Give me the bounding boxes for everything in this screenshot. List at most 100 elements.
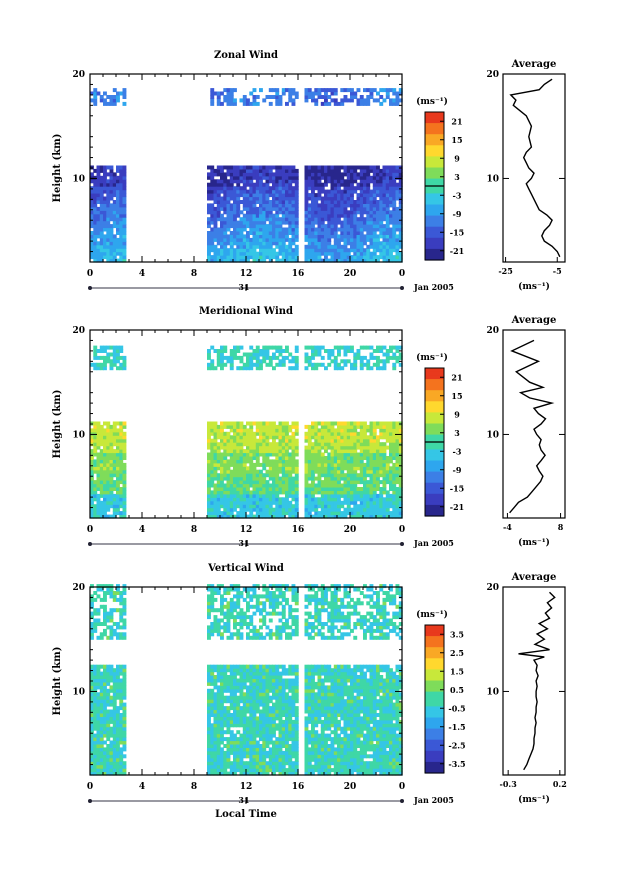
heatmap-cell (376, 248, 380, 253)
heatmap-cell (307, 248, 312, 253)
heatmap-cell (389, 172, 393, 177)
heatmap-cell (216, 349, 221, 353)
heatmap-cell (389, 182, 393, 187)
heatmap-cell (242, 193, 247, 198)
heatmap-cell (281, 234, 286, 239)
heatmap-cell (307, 466, 312, 471)
heatmap-cell (340, 200, 345, 204)
heatmap-cell (229, 473, 234, 478)
heatmap-cell (343, 487, 348, 491)
heatmap-cell (356, 251, 361, 256)
heatmap-cell (389, 514, 393, 519)
heatmap-cell (340, 227, 345, 232)
heatmap-cell (210, 668, 215, 673)
heatmap-cells (90, 345, 403, 519)
heatmap-cell (252, 497, 257, 502)
heatmap-cell (304, 459, 309, 464)
heatmap-cell (119, 750, 124, 755)
heatmap-cell (246, 237, 250, 242)
heatmap-cell (210, 726, 215, 731)
heatmap-cell (395, 227, 400, 232)
heatmap-cell (294, 231, 299, 235)
heatmap-cell (96, 196, 101, 201)
heatmap-cell (330, 421, 335, 426)
heatmap-cell (304, 473, 309, 478)
heatmap-cell (116, 366, 120, 371)
heatmap-cell (93, 747, 98, 752)
heatmap-cell (116, 726, 120, 731)
heatmap-cell (119, 449, 124, 454)
heatmap-cell (90, 664, 94, 669)
heatmap-cell (268, 186, 273, 191)
heatmap-cell (103, 182, 107, 187)
heatmap-cell (385, 193, 390, 198)
heatmap-cell (372, 355, 377, 360)
heatmap-cell (333, 210, 338, 215)
heatmap-cell (389, 248, 393, 253)
heatmap-cell (96, 193, 101, 198)
heatmap-cell (119, 706, 124, 711)
heatmap-cell (363, 251, 367, 256)
heatmap-cell (288, 511, 293, 516)
heatmap-cell (213, 227, 218, 232)
heatmap-cell (265, 487, 270, 491)
heatmap-cell (233, 480, 237, 485)
heatmap-cell (392, 179, 397, 184)
heatmap-cell (372, 189, 377, 194)
heatmap-cell (255, 255, 260, 260)
heatmap-cell (116, 483, 120, 488)
heatmap-cell (285, 452, 289, 457)
heatmap-cell (99, 168, 104, 173)
heatmap-cell (119, 601, 124, 606)
heatmap-cell (311, 452, 315, 457)
heatmap-cell (216, 210, 221, 215)
heatmap-cell (350, 241, 354, 246)
heatmap-cell (93, 231, 98, 235)
heatmap-cell (340, 438, 345, 443)
heatmap-cell (324, 168, 328, 173)
heatmap-cell (242, 459, 247, 464)
heatmap-cell (265, 352, 270, 357)
heatmap-cell (262, 168, 267, 173)
heatmap-cell (255, 493, 260, 498)
heatmap-cell (207, 237, 211, 242)
heatmap-cell (311, 217, 315, 222)
heatmap-cell (330, 507, 335, 512)
heatmap-cell (314, 255, 319, 260)
heatmap-cell (307, 182, 312, 187)
heatmap-cell (324, 442, 328, 447)
heatmap-cell (366, 186, 371, 191)
heatmap-cell (112, 497, 117, 502)
heatmap-cell (333, 476, 338, 481)
colorbar-segment (425, 379, 444, 384)
heatmap-cell (389, 500, 393, 505)
heatmap-cell (226, 452, 231, 457)
heatmap-cell (106, 713, 111, 717)
heatmap-cell (311, 497, 315, 502)
heatmap-cell (216, 487, 221, 491)
heatmap-cell (233, 224, 237, 229)
heatmap-cell (103, 101, 107, 106)
heatmap-cell (379, 504, 384, 509)
heatmap-cell (382, 431, 387, 436)
colorbar-segment (425, 248, 444, 254)
heatmap-cell (90, 750, 94, 755)
heatmap-cell (262, 345, 267, 350)
heatmap-cell (369, 473, 374, 478)
heatmap-cell (119, 442, 124, 447)
heatmap-cell (363, 507, 367, 512)
heatmap-cell (311, 200, 315, 204)
heatmap-cell (262, 431, 267, 436)
heatmap-cell (340, 449, 345, 454)
heatmap-cell (213, 435, 218, 440)
heatmap-cell (122, 473, 127, 478)
heatmap-cell (246, 196, 250, 201)
heatmap-cell (333, 362, 338, 367)
heatmap-cell (213, 490, 218, 495)
heatmap-cell (363, 442, 367, 447)
heatmap-cell (389, 445, 393, 450)
heatmap-cell (285, 210, 289, 215)
heatmap-cell (109, 462, 114, 467)
heatmap-cell (210, 744, 215, 748)
heatmap-cell (226, 487, 231, 491)
